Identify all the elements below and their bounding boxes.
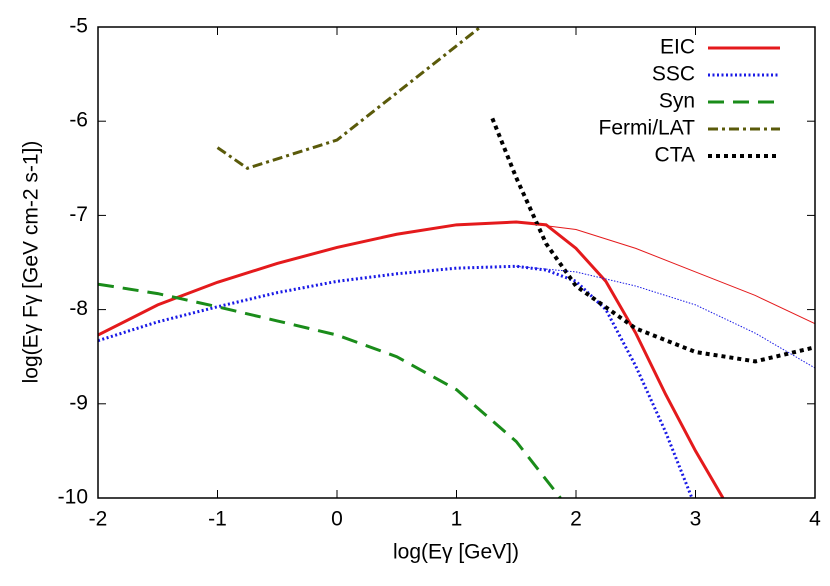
legend-label: Fermi/LAT	[599, 117, 696, 140]
legend-label: Syn	[659, 90, 695, 113]
x-tick-label: -2	[89, 508, 108, 531]
legend-label: CTA	[655, 144, 695, 167]
series-line	[98, 220, 725, 498]
series-line	[98, 264, 694, 498]
legend-label: SSC	[652, 63, 695, 86]
plot-frame	[97, 26, 816, 499]
y-tick-label: -9	[69, 391, 88, 414]
plot-lines	[98, 27, 815, 498]
x-tick-label: 4	[809, 508, 821, 531]
y-tick-label: -6	[69, 109, 88, 132]
y-tick-label: -10	[58, 486, 88, 509]
series-line	[490, 117, 815, 364]
series-line	[516, 221, 815, 325]
series-line	[216, 27, 482, 170]
x-axis-label: log(Eγ [GeV])	[393, 541, 519, 564]
x-tick-label: 2	[570, 508, 582, 531]
y-axis-label: log(Eγ Fγ [GeV cm-2 s-1])	[20, 141, 43, 384]
y-tick-label: -5	[69, 15, 88, 38]
x-tick-label: -1	[208, 508, 227, 531]
series-line	[516, 265, 815, 369]
x-tick-label: 3	[690, 508, 702, 531]
y-tick-label: -8	[69, 297, 88, 320]
legend-label: EIC	[660, 36, 695, 59]
y-tick-label: -7	[69, 203, 88, 226]
x-tick-label: 1	[451, 508, 463, 531]
x-tick-label: 0	[331, 508, 343, 531]
series-line	[98, 282, 562, 498]
